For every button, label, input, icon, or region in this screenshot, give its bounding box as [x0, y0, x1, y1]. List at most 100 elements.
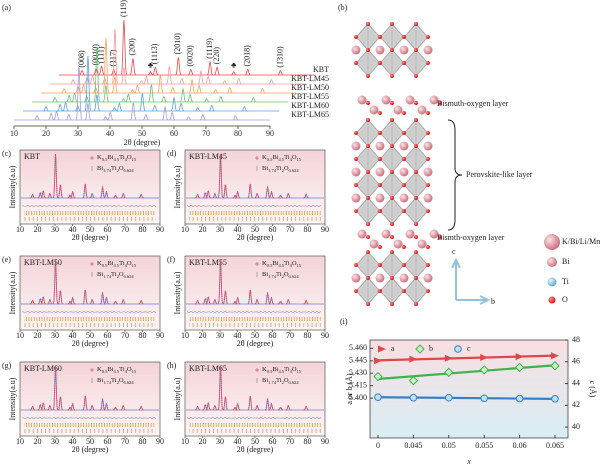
x-tick-label: 60 — [269, 437, 277, 446]
oxygen-atom — [426, 289, 430, 293]
data-point — [373, 371, 383, 382]
calculated-peak — [205, 189, 211, 199]
observed-peak — [303, 299, 309, 305]
hkl-label: (1310) — [275, 46, 284, 68]
oxygen-atom — [426, 209, 430, 213]
element: Bi — [262, 165, 268, 172]
peak — [89, 74, 96, 85]
oxygen-atom — [366, 22, 370, 26]
subscript: 4.5 — [278, 369, 284, 374]
observed-peak — [247, 395, 253, 411]
y-tick-label: 5.415 — [349, 381, 367, 390]
y-tick-label: 5.445 — [349, 356, 367, 365]
element: Ti — [284, 366, 290, 373]
element: O — [284, 165, 289, 172]
peak — [111, 107, 118, 112]
x-tick-label: 50 — [251, 331, 259, 340]
x-tick-label: 10 — [181, 225, 189, 234]
data-point — [515, 353, 524, 361]
peak — [129, 89, 136, 94]
observed-peak — [70, 402, 76, 411]
legend-marker — [415, 344, 425, 354]
a-site-atom — [423, 273, 433, 283]
oxygen-atom — [402, 209, 406, 213]
peak — [203, 98, 210, 103]
bi-atom — [357, 95, 367, 105]
legend-marker — [255, 368, 259, 372]
subscript: 15 — [297, 263, 302, 268]
legend-label: K0.5Bi4.5Ti4O15 — [262, 154, 302, 162]
oxygen-atom — [426, 245, 430, 249]
phase-symbol: ♣ — [231, 61, 237, 70]
legend-label: K0.5Bi4.5Ti4O15 — [97, 260, 137, 268]
observed-peak — [212, 192, 218, 199]
data-point — [551, 395, 559, 403]
oxygen-atom — [390, 170, 394, 174]
subscript: 6.624 — [124, 380, 135, 385]
observed-peak — [264, 397, 271, 411]
observed-peak — [217, 259, 224, 305]
legend-label: Bi1.74Ti2O6.624 — [262, 165, 299, 173]
x-axis-label: 2θ (degree) — [237, 233, 274, 242]
legend-marker — [90, 156, 94, 160]
peak — [57, 103, 63, 112]
observed-peak — [89, 298, 95, 305]
element: Ti — [276, 271, 282, 278]
x-tick-label: 80 — [139, 437, 147, 446]
peak — [52, 96, 58, 103]
a-site-atom — [351, 167, 361, 177]
observed-peak — [89, 192, 95, 199]
element: Ti — [119, 366, 125, 373]
observed-peak — [268, 402, 275, 411]
element: Bi — [107, 260, 113, 267]
oxygen-atom — [414, 74, 418, 78]
axis-name: c — [452, 247, 456, 256]
legend-label: Bi1.74Ti2O6.624 — [262, 377, 299, 385]
oxygen-atom — [354, 263, 358, 267]
peak — [187, 93, 193, 103]
peak — [189, 78, 196, 94]
observed-peak — [235, 190, 241, 199]
peak — [208, 104, 215, 112]
observed-peak — [57, 396, 64, 411]
observed-peak — [47, 298, 53, 305]
bi-atom — [381, 95, 391, 105]
element: O — [292, 154, 297, 161]
legend-marker — [378, 345, 386, 353]
sample-label: KBT-LM55 — [189, 258, 227, 267]
observed-peak — [47, 404, 53, 411]
peak — [48, 112, 54, 121]
element: Ti — [276, 377, 282, 384]
oxygen-atom — [426, 111, 430, 115]
element: O — [292, 366, 297, 373]
data-point — [444, 367, 454, 378]
spectrum — [32, 46, 288, 103]
peak — [125, 93, 132, 103]
oxygen-atom — [378, 263, 382, 267]
x-tick-label: 10 — [10, 129, 18, 138]
x-tick-label: 30 — [74, 129, 82, 138]
oxygen-atom — [378, 61, 382, 65]
legend-label: b — [429, 344, 433, 353]
x-tick-label: 10 — [16, 437, 24, 446]
data-point — [515, 394, 524, 403]
peak — [244, 68, 251, 76]
oxygen-atom — [426, 61, 430, 65]
oxygen-atom — [426, 131, 430, 135]
peak — [152, 66, 159, 76]
oxygen-atom — [390, 302, 394, 306]
spectrum — [59, 19, 315, 76]
oxygen-atom — [390, 222, 394, 226]
panel-label: (h) — [167, 361, 177, 370]
difference-curve — [186, 310, 322, 314]
x-tick-label: 40 — [106, 129, 114, 138]
element: Ti — [119, 260, 125, 267]
x-tick-label: 30 — [216, 437, 224, 446]
peak — [207, 60, 214, 76]
subscript: 15 — [132, 157, 137, 162]
oxygen-atom — [390, 48, 394, 52]
bragg-positions — [24, 429, 156, 433]
x-tick-label: 50 — [251, 225, 259, 234]
oxygen-atom — [414, 196, 418, 200]
